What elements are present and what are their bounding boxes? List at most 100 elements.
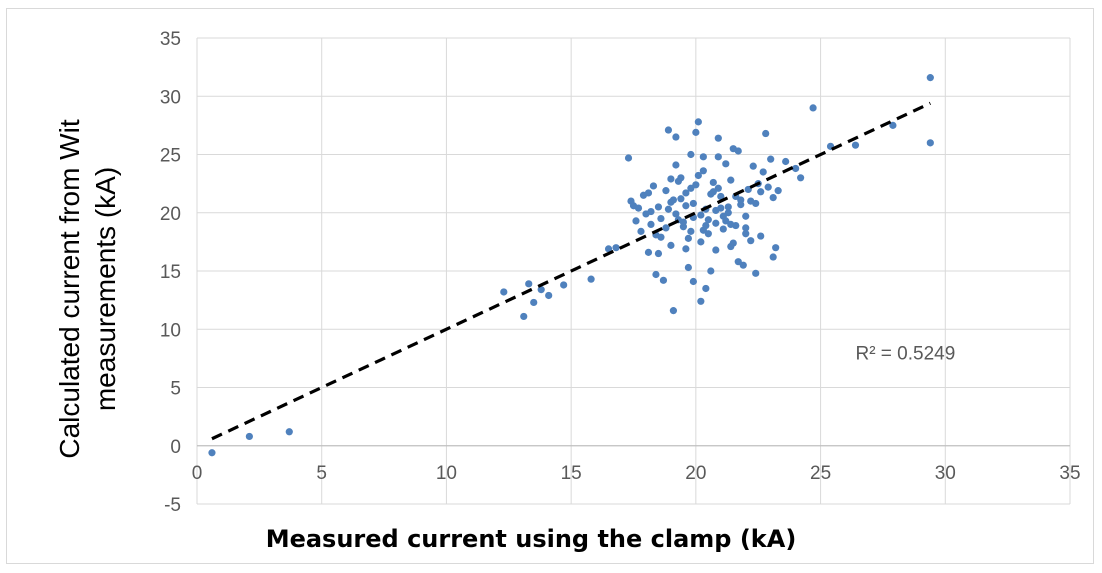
data-point xyxy=(697,297,705,305)
data-point xyxy=(709,188,717,196)
data-point xyxy=(712,246,720,254)
data-point xyxy=(697,211,705,219)
data-point xyxy=(624,154,633,162)
data-point xyxy=(704,230,712,238)
y-axis-label-line-1: Calculated current from Wit xyxy=(54,119,85,458)
data-point xyxy=(717,192,725,201)
y-axis-label: Calculated current from Wit measurements… xyxy=(54,119,121,458)
x-tick-label: 0 xyxy=(192,463,203,484)
data-point xyxy=(702,284,710,293)
data-point xyxy=(672,133,680,141)
data-point xyxy=(637,227,645,235)
data-point xyxy=(687,184,695,192)
data-point xyxy=(719,225,727,233)
data-point xyxy=(889,121,897,129)
y-tick-label: 35 xyxy=(160,29,181,50)
data-point xyxy=(520,312,528,321)
data-point xyxy=(764,183,772,191)
data-point xyxy=(714,184,722,192)
data-point xyxy=(744,185,752,194)
data-point xyxy=(694,118,702,126)
data-point xyxy=(659,276,668,284)
data-point xyxy=(672,210,680,218)
data-point xyxy=(714,153,722,161)
r-squared-annotation: R² = 0.5249 xyxy=(855,344,955,365)
x-tick-label: 5 xyxy=(316,463,327,484)
data-point xyxy=(692,128,700,136)
data-point xyxy=(647,207,655,216)
data-point xyxy=(926,74,934,82)
data-point xyxy=(560,281,568,289)
data-point xyxy=(712,219,720,227)
x-tick-label: 25 xyxy=(810,463,831,484)
data-point xyxy=(724,209,732,217)
data-point xyxy=(692,181,700,189)
data-point xyxy=(587,275,595,283)
data-point xyxy=(729,145,737,153)
data-point xyxy=(792,164,800,173)
y-tick-label: 15 xyxy=(160,262,181,283)
data-point xyxy=(809,104,817,112)
data-point xyxy=(684,263,692,272)
data-point xyxy=(545,291,553,300)
data-point xyxy=(769,194,777,202)
data-point xyxy=(689,199,697,208)
data-point xyxy=(208,449,216,457)
data-point xyxy=(647,220,655,228)
data-point xyxy=(757,188,765,196)
trendline-layer xyxy=(211,101,931,441)
data-point xyxy=(662,187,670,195)
x-tick-label: 35 xyxy=(1059,463,1080,484)
data-point xyxy=(664,205,673,213)
data-point xyxy=(694,171,702,180)
data-point xyxy=(851,141,860,149)
data-point xyxy=(762,129,770,138)
y-tick-label: 10 xyxy=(160,320,181,341)
data-point xyxy=(662,224,670,232)
data-point xyxy=(724,203,732,211)
data-point xyxy=(699,167,707,175)
data-point xyxy=(689,277,697,286)
data-point xyxy=(699,153,707,161)
data-point xyxy=(285,428,293,436)
data-point xyxy=(714,134,722,142)
data-point xyxy=(712,206,720,215)
data-point xyxy=(797,174,805,182)
x-tick-label: 30 xyxy=(935,463,956,484)
data-point xyxy=(530,298,538,307)
y-tick-label: 25 xyxy=(160,146,181,167)
y-tick-label: 0 xyxy=(170,437,181,458)
data-point xyxy=(704,216,712,224)
data-point xyxy=(727,220,735,228)
data-point xyxy=(537,286,545,294)
data-point xyxy=(667,175,675,183)
data-point xyxy=(747,237,755,245)
data-point xyxy=(737,200,745,209)
data-point xyxy=(697,238,705,246)
data-point xyxy=(677,195,685,203)
data-point xyxy=(669,307,678,315)
data-point xyxy=(699,226,707,234)
data-point xyxy=(652,270,660,279)
data-point xyxy=(654,203,663,211)
data-point xyxy=(774,187,782,195)
data-point xyxy=(500,288,508,296)
data-point xyxy=(687,227,695,235)
data-point xyxy=(747,197,755,205)
data-point xyxy=(742,230,750,238)
data-point xyxy=(709,178,717,187)
tick-labels: -5 0 5 10 15 20 25 30 35 0 5 10 15 20 25 30 35 xyxy=(160,29,1081,516)
data-point xyxy=(644,189,653,197)
data-point xyxy=(664,126,673,134)
data-point xyxy=(687,150,695,159)
y-tick-label: 5 xyxy=(170,379,181,400)
data-point xyxy=(722,160,730,168)
data-point xyxy=(707,267,715,275)
data-point xyxy=(682,245,690,253)
data-point xyxy=(672,161,680,169)
data-point xyxy=(749,162,757,170)
scatter-chart: -5 0 5 10 15 20 25 30 35 0 5 10 15 20 25 30 35 R² = 0.52… xyxy=(54,29,1081,553)
data-point xyxy=(674,177,682,185)
x-tick-label: 15 xyxy=(561,463,582,484)
data-point xyxy=(634,204,643,212)
